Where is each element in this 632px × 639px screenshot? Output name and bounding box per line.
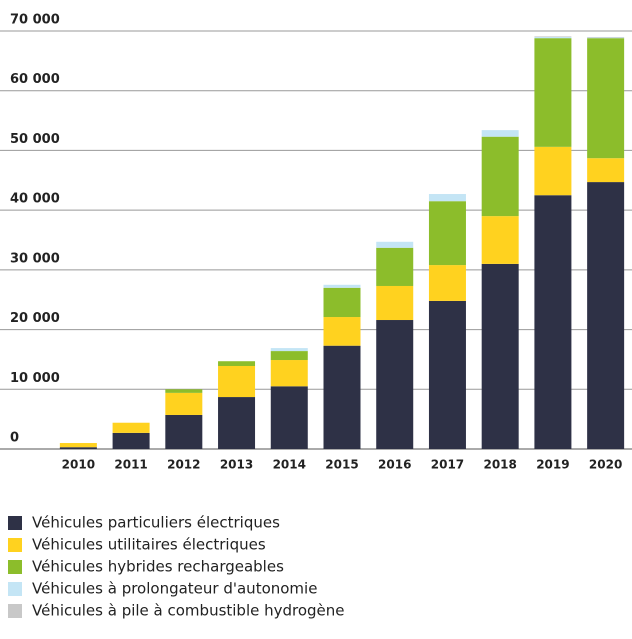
legend-label: Véhicules hybrides rechargeables [32, 558, 284, 576]
bar-segment [376, 241, 414, 248]
bar-segment [323, 317, 361, 346]
bar-segment [428, 300, 466, 449]
bar-segment [165, 389, 203, 393]
y-tick-label: 10 000 [10, 371, 60, 386]
x-tick-label: 2013 [220, 458, 253, 472]
bar-segment [323, 287, 361, 318]
bar-segment [481, 136, 519, 217]
x-tick-label: 2015 [325, 458, 358, 472]
bar-segment [428, 194, 466, 202]
bar-segment [587, 182, 625, 449]
bar-segment [587, 158, 625, 183]
bar-segment [376, 320, 414, 449]
bar-segment [323, 345, 361, 449]
y-tick-label: 20 000 [10, 311, 60, 326]
bar-segment [481, 216, 519, 264]
legend-swatch [8, 604, 22, 618]
legend-swatch [8, 538, 22, 552]
x-tick-label: 2019 [536, 458, 569, 472]
bar-segment [59, 447, 97, 449]
bar-segment [534, 146, 572, 196]
bar-segment [165, 414, 203, 449]
bar-segment [218, 397, 256, 449]
bar-segment [428, 201, 466, 266]
bar-segment [481, 130, 519, 137]
bar-segment [534, 195, 572, 449]
bar-segment [376, 247, 414, 286]
legend-label: Véhicules à prolongateur d'autonomie [32, 580, 317, 598]
bar-segment [165, 392, 203, 415]
bar-segment [587, 37, 625, 39]
bar-segment [59, 443, 97, 448]
x-tick-label: 2011 [114, 458, 147, 472]
bar-segment [323, 284, 361, 288]
bar-segment [270, 348, 308, 352]
bar-segment [218, 361, 256, 366]
y-tick-label: 70 000 [10, 13, 60, 28]
bar-segment [218, 365, 256, 398]
x-tick-label: 2020 [589, 458, 622, 472]
y-tick-label: 50 000 [10, 132, 60, 147]
legend-swatch [8, 516, 22, 530]
x-tick-label: 2010 [62, 458, 95, 472]
bar-segment [534, 36, 572, 37]
bar-segment [428, 265, 466, 301]
bar-segment [587, 38, 625, 159]
legend-swatch [8, 560, 22, 574]
x-tick-label: 2014 [273, 458, 306, 472]
legend-label: Véhicules utilitaires électriques [32, 536, 266, 554]
x-tick-label: 2017 [431, 458, 464, 472]
legend-label: Véhicules à pile à combustible hydrogène [32, 602, 345, 620]
bar-segment [534, 38, 572, 147]
y-tick-label: 40 000 [10, 192, 60, 207]
x-tick-label: 2018 [483, 458, 516, 472]
bar-segment [112, 422, 150, 433]
y-tick-label: 30 000 [10, 251, 60, 266]
x-tick-label: 2016 [378, 458, 411, 472]
bar-segment [270, 360, 308, 387]
bar-segment [587, 36, 625, 38]
x-tick-label: 2012 [167, 458, 200, 472]
legend-label: Véhicules particuliers électriques [32, 514, 280, 532]
y-tick-label: 0 [10, 431, 19, 446]
bar-segment [270, 386, 308, 449]
legend-swatch [8, 582, 22, 596]
bar-segment [270, 351, 308, 361]
bar-segment [481, 263, 519, 449]
bar-segment [376, 285, 414, 321]
bar-segment [534, 36, 572, 39]
bar-segment [112, 432, 150, 449]
y-tick-label: 60 000 [10, 72, 60, 87]
